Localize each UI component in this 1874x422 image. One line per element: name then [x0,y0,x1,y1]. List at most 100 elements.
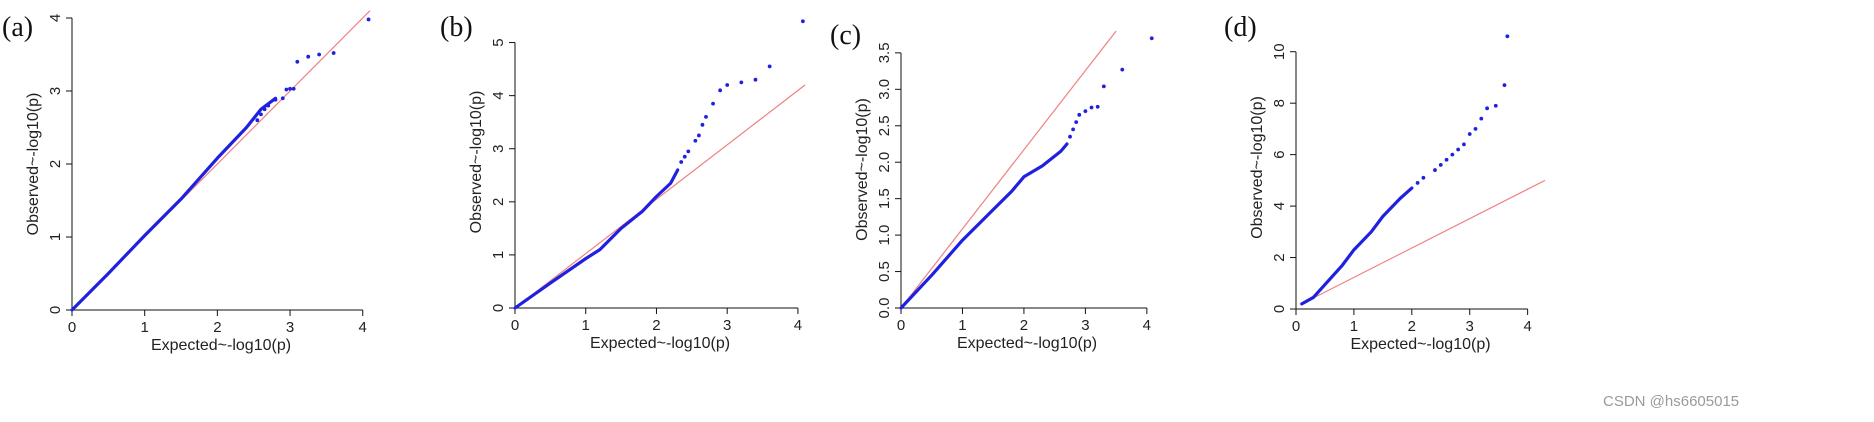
x-tick-label: 4 [1143,317,1151,334]
data-point [366,17,371,22]
data-point [306,54,311,59]
x-tick-label: 0 [897,317,905,334]
y-tick-label: 0 [490,304,507,312]
data-point [288,86,292,91]
data-point [800,19,805,24]
data-point [317,52,322,57]
y-tick-label: 4 [490,91,507,99]
y-tick-label: 4 [47,14,64,22]
panel-label: (d) [1224,12,1257,43]
x-tick-label: 0 [1292,318,1300,335]
data-point [753,77,758,82]
data-point [273,97,278,102]
observed-curve [899,142,1069,310]
data-point [1485,106,1489,111]
reference-line [900,30,1117,309]
data-point [1493,103,1498,108]
data-point [1473,127,1478,131]
data-point [704,114,708,119]
y-tick-label: 4 [1271,202,1288,210]
x-axis-label: Expected~-log10(p) [957,335,1097,352]
watermark: CSDN @hs6605015 [1603,393,1740,410]
x-axis-label: Expected~-log10(p) [590,335,730,352]
data-point [1502,83,1507,88]
data-point [331,51,336,55]
y-tick-label: 0.0 [876,298,893,319]
y-tick-label: 3.5 [876,42,893,63]
data-point [1095,104,1100,109]
y-tick-label: 0.5 [876,261,893,282]
y-tick-label: 3 [47,87,64,95]
panel-label: (c) [830,20,861,51]
x-tick-label: 3 [1081,317,1089,334]
x-tick-label: 4 [794,317,802,334]
y-axis-label: Observed~-log10(p) [468,91,485,234]
data-point [718,88,723,93]
x-tick-label: 0 [511,317,519,334]
data-point [1071,127,1075,132]
x-tick-label: 1 [1350,318,1358,335]
data-point [686,149,691,154]
panel-label: (a) [2,12,33,43]
y-axis-label: Observed~-log10(p) [1249,96,1266,239]
data-point [1433,168,1437,172]
y-tick-label: 1 [490,251,507,259]
data-point [280,96,285,101]
data-point [1074,120,1079,125]
data-point [1456,147,1461,152]
data-point [1101,84,1106,89]
y-tick-label: 6 [1271,150,1288,158]
x-tick-label: 3 [1466,318,1474,335]
x-tick-label: 3 [286,319,294,336]
y-tick-label: 2.5 [876,115,893,136]
data-point [1083,109,1088,114]
data-point [255,118,260,123]
y-axis-label: Observed~-log10(p) [25,93,42,236]
y-axis-label: Observed~-log10(p) [854,98,871,241]
qq-plot-d: (d) 0 1 2 3 4 0 2 4 6 8 10 Expected~-log10(p) Observ… [1224,12,1546,353]
data-point [1120,67,1125,72]
y-tick-label: 8 [1271,99,1288,107]
data-point [767,64,772,69]
observed-curve [513,168,680,310]
y-tick-label: 3.0 [876,79,893,100]
data-point [1421,175,1426,180]
x-axis-label: Expected~-log10(p) [151,337,291,354]
data-point [295,59,300,64]
x-tick-label: 4 [1523,318,1531,335]
x-axis-label: Expected~-log10(p) [1350,336,1490,353]
y-tick-label: 1.0 [876,225,893,246]
data-point [1415,181,1420,185]
y-tick-label: 2 [490,198,507,206]
y-tick-label: 1 [47,233,64,241]
data-point [1479,116,1484,121]
data-point [1444,157,1449,162]
reference-line [514,84,806,309]
x-tick-label: 0 [68,319,76,336]
x-tick-label: 1 [141,319,149,336]
x-tick-label: 1 [582,317,590,334]
x-tick-label: 2 [1408,318,1416,335]
data-point [284,87,289,92]
data-point [1068,134,1072,139]
data-point [682,154,687,159]
panel-label: (b) [440,12,473,43]
data-point [739,80,744,85]
data-point [1505,34,1510,39]
qq-plot-a: (a) 0 1 2 3 4 0 1 2 3 4 Expected~-log10(p) Observed… [2,10,371,354]
data-point [291,86,296,91]
data-point [259,112,263,117]
x-tick-label: 3 [723,317,731,334]
x-tick-label: 4 [359,319,367,336]
observed-curve [70,96,278,312]
data-point [725,83,730,87]
data-point [1450,152,1455,157]
data-point [1089,105,1094,110]
y-tick-label: 3 [490,145,507,153]
data-point [697,133,701,138]
data-point [1462,142,1466,147]
y-tick-label: 5 [490,38,507,46]
reference-line [1301,179,1546,305]
qq-plot-c: (c) 0 1 2 3 4 0.0 0.5 1.0 1.5 2.0 2.5 3.0 3.5 Expecte… [830,20,1154,352]
y-tick-label: 0 [1271,305,1288,313]
